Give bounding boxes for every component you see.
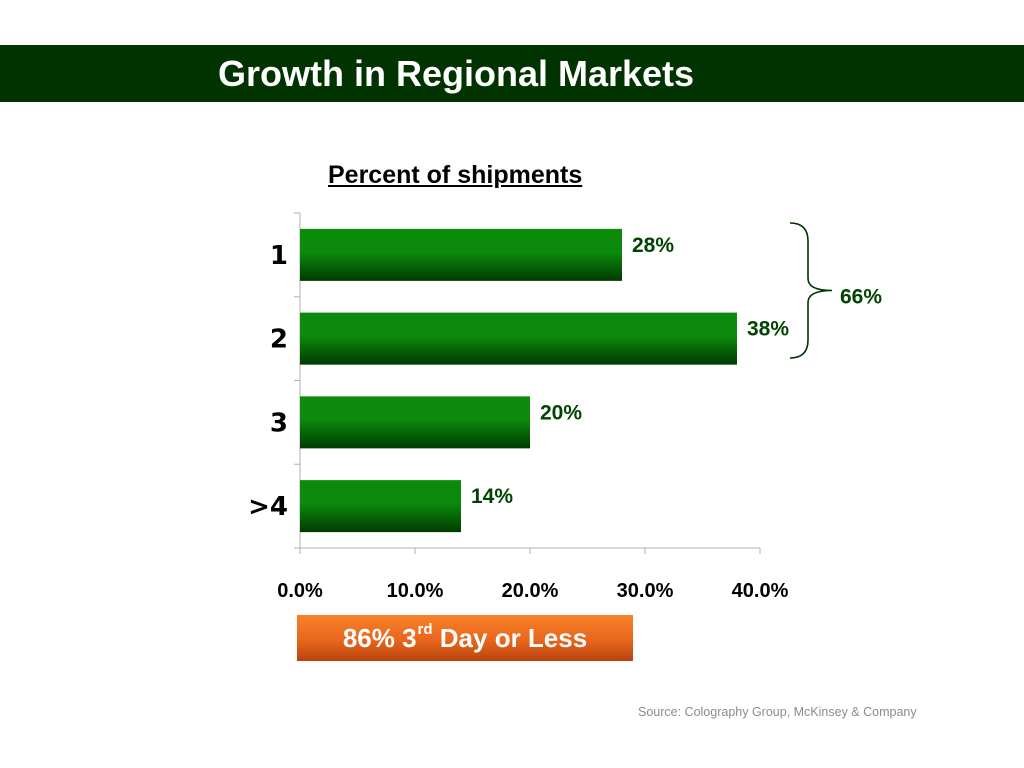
category-label: >4 <box>248 492 288 522</box>
source-note: Source: Colography Group, McKinsey & Com… <box>638 705 917 719</box>
x-tick-label: 30.0% <box>617 580 674 602</box>
bar-1 <box>300 228 622 281</box>
brace-annotation <box>789 222 833 359</box>
value-label: 20% <box>540 401 582 424</box>
chart-title: Percent of shipments <box>328 161 583 189</box>
x-tick-label: 0.0% <box>277 580 323 602</box>
category-label: 3 <box>270 408 288 438</box>
category-label: 2 <box>270 325 288 355</box>
x-tick-label: 10.0% <box>387 580 444 602</box>
title-bar <box>0 45 1024 102</box>
value-label: 28% <box>632 234 674 257</box>
slide-title: Growth in Regional Markets <box>218 53 695 94</box>
brace-label: 66% <box>840 286 882 309</box>
bar-2 <box>300 312 737 365</box>
callout-suffix: Day or Less <box>432 622 588 653</box>
bar-3 <box>300 396 530 449</box>
value-label: 14% <box>471 485 513 508</box>
value-label: 38% <box>747 318 789 341</box>
category-label: 1 <box>270 241 288 271</box>
callout-superscript: rd <box>417 620 433 638</box>
bar-4 <box>300 480 461 533</box>
callout-prefix: 86% 3 <box>342 622 417 653</box>
x-tick-label: 40.0% <box>732 580 789 602</box>
x-tick-label: 20.0% <box>502 580 559 602</box>
